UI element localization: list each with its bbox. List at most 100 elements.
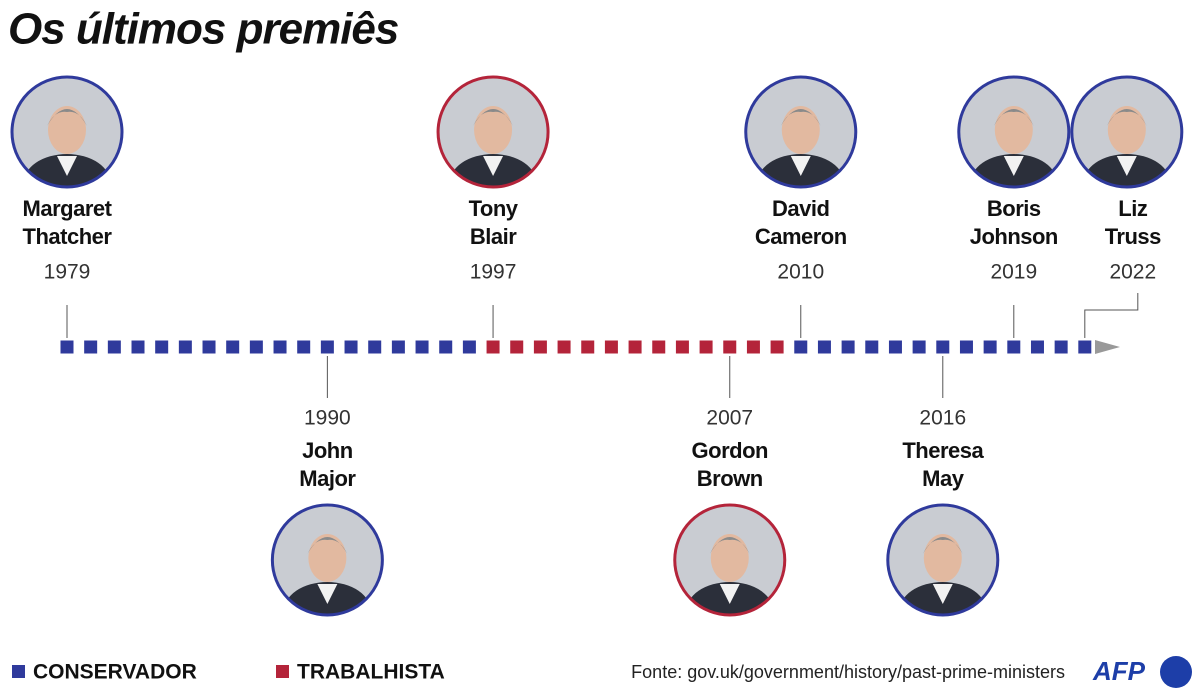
timeline-square bbox=[746, 340, 760, 354]
portrait-collar bbox=[719, 584, 740, 604]
portrait-figure bbox=[969, 106, 1058, 186]
portrait-body bbox=[283, 582, 372, 614]
portrait-body bbox=[449, 154, 538, 186]
name: Major bbox=[299, 466, 356, 491]
portrait-head bbox=[994, 106, 1033, 154]
name: Johnson bbox=[970, 224, 1058, 249]
portrait bbox=[10, 75, 124, 189]
portrait-hair bbox=[993, 109, 1034, 126]
name: John bbox=[302, 438, 353, 463]
timeline-square bbox=[1078, 340, 1092, 354]
portrait-border bbox=[270, 503, 384, 617]
portrait-head bbox=[781, 106, 820, 154]
year: 2007 bbox=[706, 407, 753, 430]
portrait-head bbox=[308, 534, 347, 582]
portrait-border bbox=[1070, 75, 1184, 189]
portrait-figure bbox=[283, 534, 372, 614]
portrait-border bbox=[744, 75, 858, 189]
timeline-square bbox=[604, 340, 618, 354]
portrait-figure bbox=[23, 106, 111, 186]
portrait-border bbox=[673, 503, 787, 617]
portrait-body bbox=[969, 154, 1058, 186]
timeline-square bbox=[202, 340, 216, 354]
portrait bbox=[957, 75, 1071, 189]
portrait-figure bbox=[449, 106, 538, 186]
portrait bbox=[886, 503, 1000, 617]
timeline-square bbox=[628, 340, 642, 354]
name: Theresa bbox=[902, 438, 984, 463]
portrait-collar bbox=[790, 156, 811, 176]
timeline-square bbox=[936, 340, 950, 354]
portrait bbox=[744, 75, 858, 189]
timeline-square bbox=[131, 340, 145, 354]
timeline-square bbox=[770, 340, 784, 354]
timeline-square bbox=[486, 340, 500, 354]
portrait-hair bbox=[307, 537, 348, 554]
timeline-square bbox=[178, 340, 192, 354]
portrait bbox=[673, 503, 787, 617]
portrait-body bbox=[756, 154, 845, 186]
portrait bbox=[436, 75, 550, 189]
portrait-body bbox=[23, 154, 111, 186]
timeline-square bbox=[794, 340, 808, 354]
portrait-collar bbox=[483, 156, 504, 176]
timeline-square bbox=[249, 340, 263, 354]
portrait-hair bbox=[780, 109, 821, 126]
portrait-head bbox=[474, 106, 513, 154]
timeline-square bbox=[533, 340, 547, 354]
timeline-square bbox=[320, 340, 334, 354]
timeline-square bbox=[107, 340, 121, 354]
timeline-square bbox=[510, 340, 524, 354]
timeline-square bbox=[297, 340, 311, 354]
name: Thatcher bbox=[23, 224, 113, 249]
portrait-figure bbox=[756, 106, 845, 186]
portrait-collar bbox=[1116, 156, 1137, 176]
name: Truss bbox=[1105, 224, 1161, 249]
portrait-figure bbox=[1082, 106, 1171, 186]
title: Os últimos premiês bbox=[8, 5, 398, 54]
legend-label: CONSERVADOR bbox=[33, 661, 197, 684]
year: 2016 bbox=[919, 407, 966, 430]
portrait-head bbox=[1107, 106, 1146, 154]
portrait-hair bbox=[473, 109, 514, 126]
portrait-figure bbox=[898, 534, 987, 614]
name: Liz bbox=[1118, 196, 1148, 221]
timeline-square bbox=[155, 340, 169, 354]
logo-dot bbox=[1160, 656, 1192, 688]
year: 1979 bbox=[44, 261, 91, 284]
name: May bbox=[922, 466, 965, 491]
name: Cameron bbox=[755, 224, 847, 249]
tick bbox=[1084, 293, 1139, 338]
year: 2010 bbox=[777, 261, 824, 284]
name: Tony bbox=[469, 196, 519, 221]
timeline-square bbox=[439, 340, 453, 354]
timeline-square bbox=[557, 340, 571, 354]
timeline-square bbox=[865, 340, 879, 354]
portrait-collar bbox=[57, 156, 77, 176]
portrait-collar bbox=[1003, 156, 1024, 176]
timeline-square bbox=[959, 340, 973, 354]
timeline-square bbox=[84, 340, 98, 354]
source: Fonte: gov.uk/government/history/past-pr… bbox=[631, 662, 1065, 682]
timeline-square bbox=[817, 340, 831, 354]
portrait-border bbox=[957, 75, 1071, 189]
legend-label: TRABALHISTA bbox=[297, 661, 445, 684]
legend-swatch bbox=[276, 665, 289, 678]
year: 2022 bbox=[1109, 261, 1156, 284]
logo: AFP bbox=[1092, 656, 1146, 686]
portrait-hair bbox=[47, 109, 87, 126]
timeline-arrow bbox=[1095, 340, 1120, 354]
portrait-head bbox=[710, 534, 749, 582]
timeline-square bbox=[226, 340, 240, 354]
year: 2019 bbox=[990, 261, 1037, 284]
timeline-square bbox=[912, 340, 926, 354]
name: Blair bbox=[470, 224, 517, 249]
timeline-square bbox=[983, 340, 997, 354]
timeline-square bbox=[699, 340, 713, 354]
portrait-border bbox=[436, 75, 550, 189]
portrait-body bbox=[1082, 154, 1171, 186]
portrait-figure bbox=[685, 534, 774, 614]
timeline-square bbox=[652, 340, 666, 354]
timeline-square bbox=[1007, 340, 1021, 354]
